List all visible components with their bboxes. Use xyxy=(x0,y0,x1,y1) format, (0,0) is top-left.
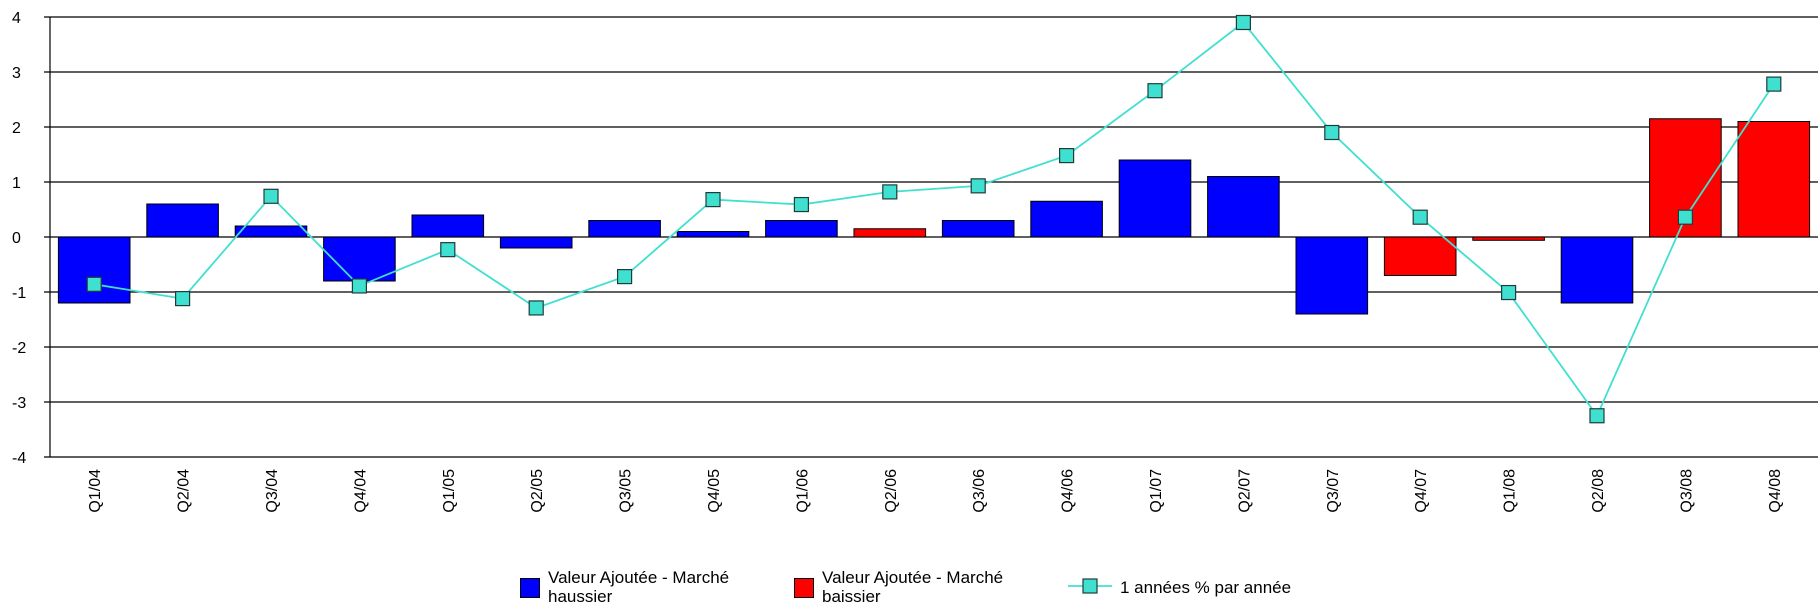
x-tick-label: Q3/07 xyxy=(1325,469,1342,513)
bar xyxy=(588,220,661,238)
legend-swatch xyxy=(794,578,814,598)
marker xyxy=(1589,408,1605,424)
bar xyxy=(1118,159,1192,238)
legend-swatch xyxy=(1068,578,1112,594)
x-tick-label: Q1/08 xyxy=(1502,469,1519,513)
legend-label: 1 années % par année xyxy=(1120,578,1292,597)
x-tick-label: Q1/07 xyxy=(1148,469,1165,513)
x-tick-label: Q2/07 xyxy=(1236,469,1253,513)
y-tick-label: -3 xyxy=(12,395,26,412)
x-tick-label: Q2/05 xyxy=(529,469,546,513)
marker xyxy=(1147,83,1163,99)
legend: Valeur Ajoutée - Marché haussier Valeur A… xyxy=(520,568,1291,606)
y-tick-label: 0 xyxy=(12,230,21,247)
marker xyxy=(263,188,279,204)
bar xyxy=(1207,176,1280,238)
y-tick-label: 4 xyxy=(12,10,21,27)
x-tick-label: Q3/08 xyxy=(1678,469,1695,513)
bar xyxy=(57,236,131,304)
legend-swatch xyxy=(520,578,540,598)
y-tick-label: -4 xyxy=(12,450,26,467)
y-tick-label: -1 xyxy=(12,285,26,302)
x-tick-label: Q4/08 xyxy=(1767,469,1784,513)
marker xyxy=(351,278,367,294)
x-tick-label: Q1/04 xyxy=(87,469,104,513)
chart: -4 -3 -2 -1 0 1 2 3 4 Q1/04 Q2/04 Q3/04 Q4/04 Q1/05 Q2… xyxy=(12,10,1818,513)
marker xyxy=(528,300,544,316)
bar xyxy=(1383,236,1457,276)
bar xyxy=(146,203,219,238)
marker xyxy=(882,184,898,200)
legend-item: 1 années % par année xyxy=(1068,568,1291,597)
x-tick-label: Q2/08 xyxy=(1590,469,1607,513)
marker xyxy=(86,276,102,292)
y-tick-label: 1 xyxy=(12,175,21,192)
bar xyxy=(411,214,485,238)
bar xyxy=(323,236,396,282)
marker xyxy=(1235,14,1252,31)
marker xyxy=(793,196,810,213)
legend-item: Valeur Ajoutée - Marché haussier xyxy=(520,568,768,606)
line xyxy=(94,21,1775,418)
bar xyxy=(1472,236,1545,241)
bar xyxy=(1295,236,1369,315)
legend-label: Valeur Ajoutée - Marché haussier xyxy=(548,568,730,606)
marker xyxy=(1058,148,1075,164)
x-tick-label: Q3/06 xyxy=(971,469,988,513)
x-tick-label: Q4/04 xyxy=(352,469,369,513)
x-tick-label: Q1/06 xyxy=(794,469,811,513)
legend-item: Valeur Ajoutée - Marché baissier xyxy=(794,568,1042,606)
x-tick-label: Q4/07 xyxy=(1413,469,1430,513)
bar xyxy=(499,236,573,249)
marker xyxy=(616,269,633,285)
bar xyxy=(1560,236,1634,304)
marker xyxy=(1766,76,1782,92)
marker xyxy=(970,178,986,194)
x-tick-label: Q4/05 xyxy=(706,469,723,513)
marker xyxy=(440,242,456,258)
y-tick-label: 2 xyxy=(12,120,21,137)
bar xyxy=(765,220,838,238)
x-tick-label: Q2/06 xyxy=(883,469,900,513)
legend-label: Valeur Ajoutée - Marché baissier xyxy=(822,568,1004,606)
bar xyxy=(1030,200,1103,238)
marker xyxy=(175,291,191,307)
bar xyxy=(234,225,308,238)
bar xyxy=(676,231,750,238)
bar xyxy=(941,220,1015,238)
y-tick-label: 3 xyxy=(12,65,21,82)
marker xyxy=(1412,209,1428,225)
marker xyxy=(1324,124,1340,141)
x-tick-label: Q4/06 xyxy=(1060,469,1077,513)
x-tick-label: Q3/04 xyxy=(264,469,281,513)
marker xyxy=(1677,209,1694,225)
marker xyxy=(705,192,721,208)
bar xyxy=(1737,121,1811,238)
marker xyxy=(1500,284,1517,301)
x-tick-label: Q2/04 xyxy=(176,469,193,513)
x-tick-label: Q3/05 xyxy=(618,469,635,513)
bar xyxy=(853,228,927,238)
x-tick-label: Q1/05 xyxy=(441,469,458,513)
y-tick-label: -2 xyxy=(12,340,26,357)
